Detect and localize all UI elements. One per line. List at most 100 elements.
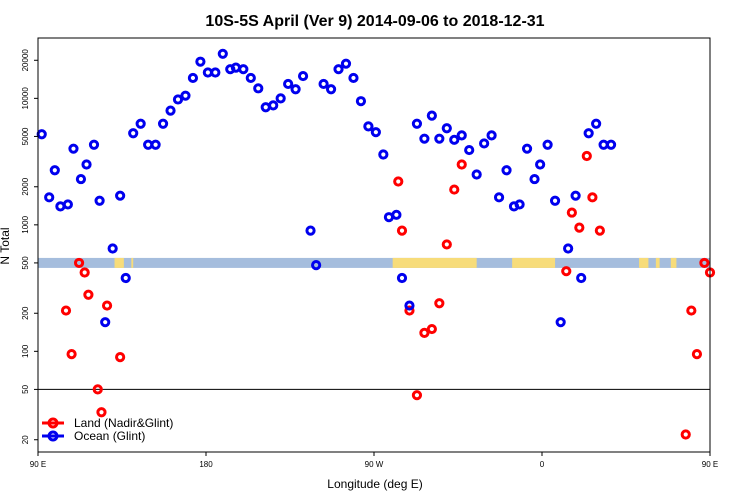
- ocean-point-2: [49, 165, 60, 176]
- ocean-point-13: [120, 272, 131, 284]
- ocean-point-64: [493, 192, 505, 203]
- ocean-point-40: [318, 78, 329, 90]
- ocean-point-53: [411, 118, 423, 129]
- ocean-point-76: [576, 272, 587, 284]
- land-point-15: [434, 298, 445, 309]
- ocean-point-37: [297, 70, 309, 82]
- ocean-point-14: [128, 128, 139, 139]
- land-point-3: [79, 267, 90, 278]
- ocean-point-10: [100, 317, 111, 328]
- ocean-point-26: [217, 48, 228, 59]
- ocean-point-41: [325, 84, 337, 95]
- legend: Land (Nadir&Glint) Ocean (Glint): [42, 416, 173, 443]
- land-point-17: [449, 184, 460, 195]
- land-point-11: [404, 305, 415, 316]
- ocean-point-42: [333, 64, 344, 75]
- land-point-4: [83, 289, 94, 300]
- ocean-point-58: [449, 134, 460, 145]
- ocean-point-1: [44, 192, 55, 203]
- ocean-point-39: [311, 260, 322, 271]
- ocean-point-8: [88, 139, 100, 150]
- ocean-point-34: [275, 93, 286, 104]
- ocean-point-60: [464, 144, 475, 156]
- ocean-point-21: [180, 90, 191, 101]
- y-axis: 20 50 100 200 500 1000 2000 5000 10000 20000: [21, 49, 38, 444]
- ocean-point-36: [290, 84, 301, 95]
- map-strip-land-4: [639, 257, 649, 268]
- y-tick-label-1000: 1000: [21, 215, 30, 233]
- land-point-12: [411, 390, 423, 401]
- ocean-point-9: [94, 195, 105, 206]
- land-point-27: [691, 349, 703, 360]
- ocean-point-11: [107, 243, 118, 254]
- legend-land-marker: [47, 417, 59, 429]
- map-strip-land-5: [655, 257, 660, 268]
- y-tick-label-5000: 5000: [21, 127, 30, 145]
- ocean-point-55: [426, 110, 437, 121]
- ocean-point-0: [36, 129, 47, 140]
- x-tick-label-3: 0: [540, 460, 545, 469]
- ocean-point-4: [62, 199, 73, 210]
- series-ocean: [36, 48, 617, 328]
- land-point-6: [96, 407, 107, 418]
- land-point-5: [92, 384, 103, 395]
- land-point-0: [60, 305, 72, 316]
- ocean-point-75: [570, 190, 581, 201]
- ocean-point-22: [187, 72, 199, 84]
- ocean-point-5: [68, 143, 79, 154]
- land-point-20: [566, 207, 577, 218]
- ocean-point-30: [245, 72, 256, 84]
- ocean-point-44: [348, 72, 359, 84]
- ocean-point-74: [563, 243, 574, 254]
- ocean-point-70: [535, 159, 546, 170]
- land-point-25: [680, 429, 691, 440]
- land-point-1: [66, 349, 77, 360]
- y-tick-label-20: 20: [21, 435, 30, 444]
- ocean-point-56: [434, 133, 445, 144]
- y-tick-label-200: 200: [21, 306, 30, 320]
- ocean-point-73: [555, 317, 566, 328]
- land-point-18: [456, 159, 467, 170]
- ocean-point-71: [542, 139, 553, 150]
- x-tick-label-4: 90 E: [702, 460, 718, 469]
- ocean-point-78: [591, 118, 602, 129]
- ocean-point-33: [268, 100, 279, 111]
- ocean-point-7: [81, 159, 92, 170]
- ocean-point-52: [404, 300, 415, 311]
- map-strip: [38, 257, 710, 268]
- data-points: [36, 48, 716, 440]
- ocean-point-38: [305, 225, 316, 236]
- ocean-point-12: [115, 190, 126, 201]
- land-point-23: [587, 192, 598, 203]
- ocean-point-6: [75, 173, 87, 185]
- chart-title: 10S-5S April (Ver 9) 2014-09-06 to 2018-…: [205, 13, 544, 30]
- ocean-point-72: [549, 195, 561, 206]
- x-tick-label-2: 90 W: [365, 460, 384, 469]
- land-point-2: [73, 257, 85, 269]
- land-point-21: [574, 222, 585, 233]
- ocean-point-25: [210, 67, 221, 78]
- y-tick-label-10000: 10000: [21, 87, 30, 110]
- ocean-point-80: [605, 139, 617, 150]
- ocean-point-43: [340, 58, 352, 69]
- ocean-point-29: [238, 64, 249, 75]
- ocean-point-45: [355, 96, 367, 107]
- series-land: [60, 150, 716, 440]
- land-point-9: [393, 176, 404, 187]
- map-strip-land-2: [392, 257, 477, 268]
- ocean-point-18: [157, 118, 169, 129]
- ocean-point-48: [378, 149, 389, 160]
- ocean-point-57: [441, 123, 452, 134]
- y-tick-label-500: 500: [21, 256, 30, 270]
- map-strip-land-6: [670, 257, 677, 268]
- ocean-point-51: [396, 272, 408, 284]
- land-point-26: [686, 305, 697, 316]
- y-axis-label: N Total: [0, 227, 12, 264]
- ocean-point-77: [583, 128, 594, 139]
- land-point-22: [581, 150, 592, 162]
- map-strip-land-1: [131, 257, 134, 268]
- ocean-point-17: [150, 139, 161, 150]
- map-strip-land-3: [512, 257, 556, 268]
- ocean-point-19: [165, 105, 176, 116]
- ocean-point-31: [253, 83, 264, 94]
